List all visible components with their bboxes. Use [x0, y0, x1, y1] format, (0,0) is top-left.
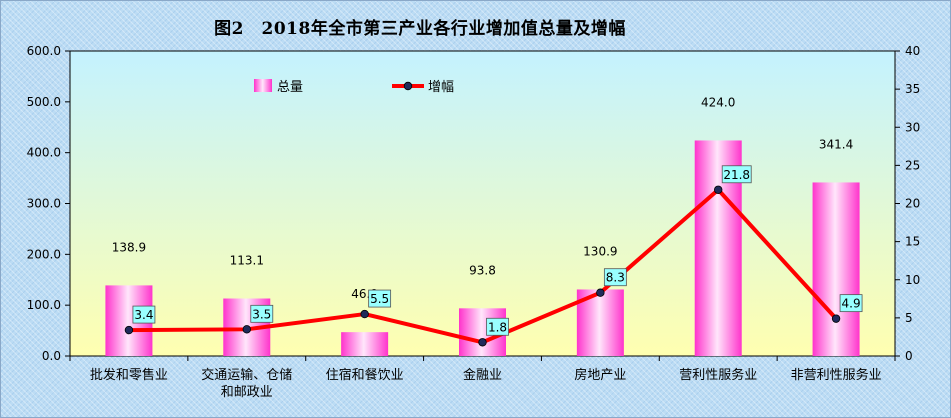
category-label: 批发和零售业: [90, 367, 168, 383]
category-label: 交通运输、仓储: [201, 367, 292, 383]
growth-marker: [831, 314, 841, 323]
bar-value-label: 424.0: [701, 95, 735, 109]
right-axis-tick-label: 30: [905, 120, 920, 134]
right-axis-tick-label: 15: [905, 235, 920, 249]
right-axis-tick-label: 20: [905, 197, 920, 211]
left-axis-tick-label: 200.0: [27, 247, 61, 261]
growth-label-box: [368, 289, 392, 308]
category-label: 营利性服务业: [679, 367, 757, 383]
legend-bar-swatch: [254, 79, 272, 92]
category-label: 房地产业: [574, 367, 626, 383]
right-axis-tick-label: 35: [905, 82, 920, 96]
growth-marker: [596, 288, 605, 297]
bar-value-label: 113.1: [230, 254, 264, 268]
growth-marker: [124, 325, 134, 335]
right-axis-tick-label: 25: [905, 158, 920, 172]
growth-label-box: [250, 304, 274, 323]
plot-area: [69, 50, 896, 357]
growth-marker: [714, 185, 723, 194]
legend-bar-label: 总量: [277, 80, 303, 95]
bar-value-label: 130.9: [583, 244, 617, 258]
growth-marker: [360, 309, 369, 319]
left-axis-tick-label: 500.0: [27, 95, 61, 109]
growth-label-box: [721, 165, 752, 184]
growth-label-box: [839, 294, 863, 313]
right-axis-tick-label: 5: [905, 311, 913, 325]
growth-value-label: 8.3: [606, 271, 625, 285]
left-axis-tick-label: 0.0: [42, 349, 61, 363]
growth-label-box: [486, 317, 509, 336]
growth-value-label: 3.4: [134, 308, 153, 322]
right-axis-tick-label: 10: [905, 273, 920, 287]
bar: [812, 182, 860, 356]
growth-value-label: 4.9: [842, 297, 861, 311]
left-axis-tick-label: 400.0: [27, 146, 61, 160]
growth-value-label: 5.5: [370, 292, 389, 306]
bar-value-label: 341.4: [819, 137, 853, 151]
growth-value-label: 21.8: [723, 168, 750, 182]
bar: [341, 332, 389, 356]
category-label: 金融业: [463, 367, 502, 383]
growth-label-box: [603, 268, 627, 287]
category-label: 和邮政业: [221, 385, 273, 400]
chart-title: 图2 2018年全市第三产业各行业增加值总量及增幅: [214, 19, 626, 39]
growth-marker: [242, 325, 251, 334]
right-axis-tick-label: 0: [905, 349, 913, 363]
bar-value-label: 138.9: [112, 240, 146, 254]
bar-value-label: 93.8: [469, 263, 496, 277]
category-label: 住宿和餐饮业: [326, 367, 404, 383]
left-axis-tick-label: 600.0: [27, 44, 61, 58]
right-axis-tick-label: 40: [905, 44, 920, 58]
growth-value-label: 3.5: [252, 307, 271, 321]
legend-line-label: 增幅: [428, 80, 454, 95]
growth-label-box: [132, 305, 156, 324]
category-label: 非营利性服务业: [791, 367, 882, 383]
left-axis-tick-label: 100.0: [27, 298, 61, 312]
legend-line-marker: [403, 81, 413, 91]
left-axis-tick-label: 300.0: [27, 197, 61, 211]
growth-value-label: 1.8: [488, 320, 507, 334]
growth-marker: [478, 338, 487, 347]
